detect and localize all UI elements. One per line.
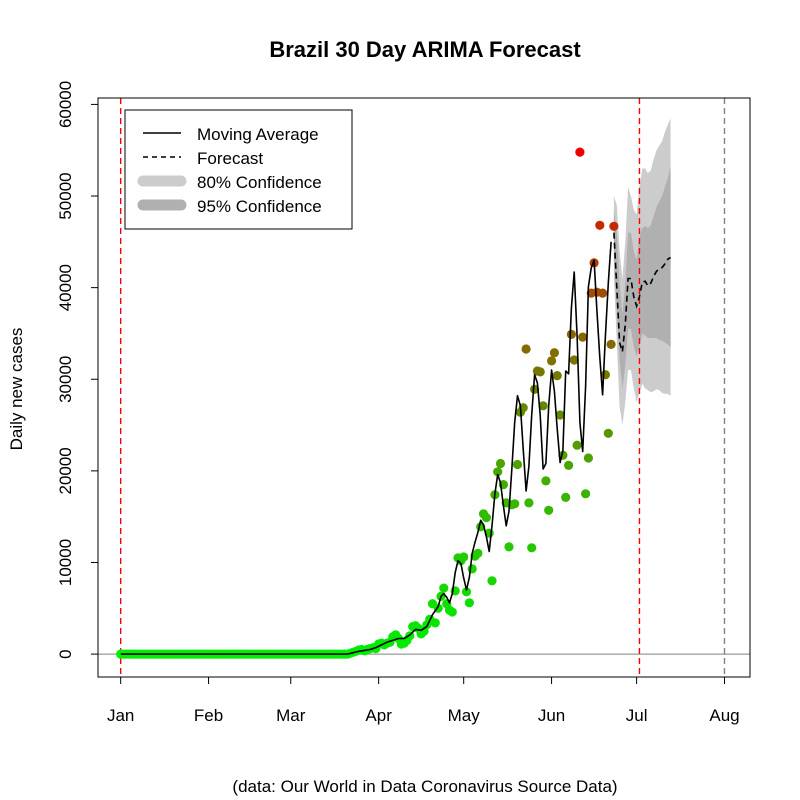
y-tick-label: 40000: [56, 264, 75, 311]
moving-average-line: [120, 241, 612, 655]
case-point: [439, 583, 449, 593]
case-point: [467, 564, 477, 574]
case-point: [464, 598, 474, 608]
case-point: [527, 543, 537, 553]
case-point: [595, 220, 605, 230]
case-point: [609, 221, 619, 231]
case-point: [547, 356, 557, 366]
x-tick-label: Jan: [107, 706, 134, 725]
case-point: [598, 288, 608, 298]
x-tick-label: Apr: [365, 706, 392, 725]
legend: Moving Average Forecast 80% Confidence 9…: [124, 109, 353, 230]
y-tick-label: 50000: [56, 172, 75, 219]
case-point: [555, 410, 565, 420]
x-tick-label: Jun: [538, 706, 565, 725]
case-point: [512, 459, 523, 470]
case-point: [566, 329, 577, 339]
case-point: [541, 476, 551, 486]
case-point: [459, 552, 469, 562]
case-point: [564, 460, 574, 470]
case-point: [495, 458, 506, 469]
case-point: [535, 367, 545, 377]
case-point: [473, 548, 483, 558]
case-point: [430, 618, 440, 628]
case-point: [493, 467, 503, 477]
y-tick-label: 20000: [56, 447, 75, 494]
y-tick-label: 0: [56, 649, 75, 658]
legend-label-forecast: Forecast: [197, 149, 263, 168]
legend-label-80-confidence: 80% Confidence: [197, 173, 322, 192]
data-source-caption: (data: Our World in Data Coronavirus Sou…: [232, 777, 617, 796]
moving-average-layer: [120, 241, 612, 655]
case-point: [572, 440, 582, 450]
vertical-lines: [119, 98, 726, 677]
case-point: [544, 505, 554, 515]
case-point: [561, 492, 571, 502]
confidence-bands: [613, 118, 671, 426]
x-tick-label: Jul: [626, 706, 648, 725]
case-point: [606, 339, 616, 349]
x-tick-label: Mar: [276, 706, 306, 725]
case-point: [578, 332, 588, 342]
case-point: [487, 576, 497, 586]
y-axis: 0 10000 20000 30000 40000 50000 60000: [56, 81, 98, 659]
case-point: [575, 147, 585, 157]
case-point: [581, 489, 591, 499]
case-point: [504, 542, 514, 552]
case-point: [510, 499, 520, 509]
case-point: [524, 498, 534, 508]
y-tick-label: 30000: [56, 356, 75, 403]
x-tick-label: Feb: [194, 706, 223, 725]
case-point: [481, 513, 491, 523]
case-point: [552, 371, 562, 381]
case-point: [603, 428, 613, 438]
case-point: [569, 355, 579, 365]
case-point: [538, 401, 548, 411]
case-point: [447, 607, 457, 617]
case-point: [461, 587, 472, 597]
case-point: [521, 344, 531, 354]
legend-label-moving-average: Moving Average: [197, 125, 319, 144]
y-axis-label: Daily new cases: [7, 328, 26, 451]
y-tick-label: 60000: [56, 81, 75, 128]
x-tick-label: Aug: [709, 706, 739, 725]
plot-frame: [97, 97, 751, 678]
case-point: [600, 370, 611, 380]
x-tick-label: May: [448, 706, 481, 725]
legend-label-95-confidence: 95% Confidence: [197, 197, 322, 216]
case-point: [549, 348, 560, 358]
x-axis: Jan Feb Mar Apr May Jun Jul Aug: [107, 677, 740, 725]
case-point: [530, 384, 540, 394]
chart-title: Brazil 30 Day ARIMA Forecast: [269, 37, 581, 62]
case-point: [583, 453, 594, 463]
y-tick-label: 10000: [56, 539, 75, 586]
confidence-band-inner: [613, 166, 671, 389]
